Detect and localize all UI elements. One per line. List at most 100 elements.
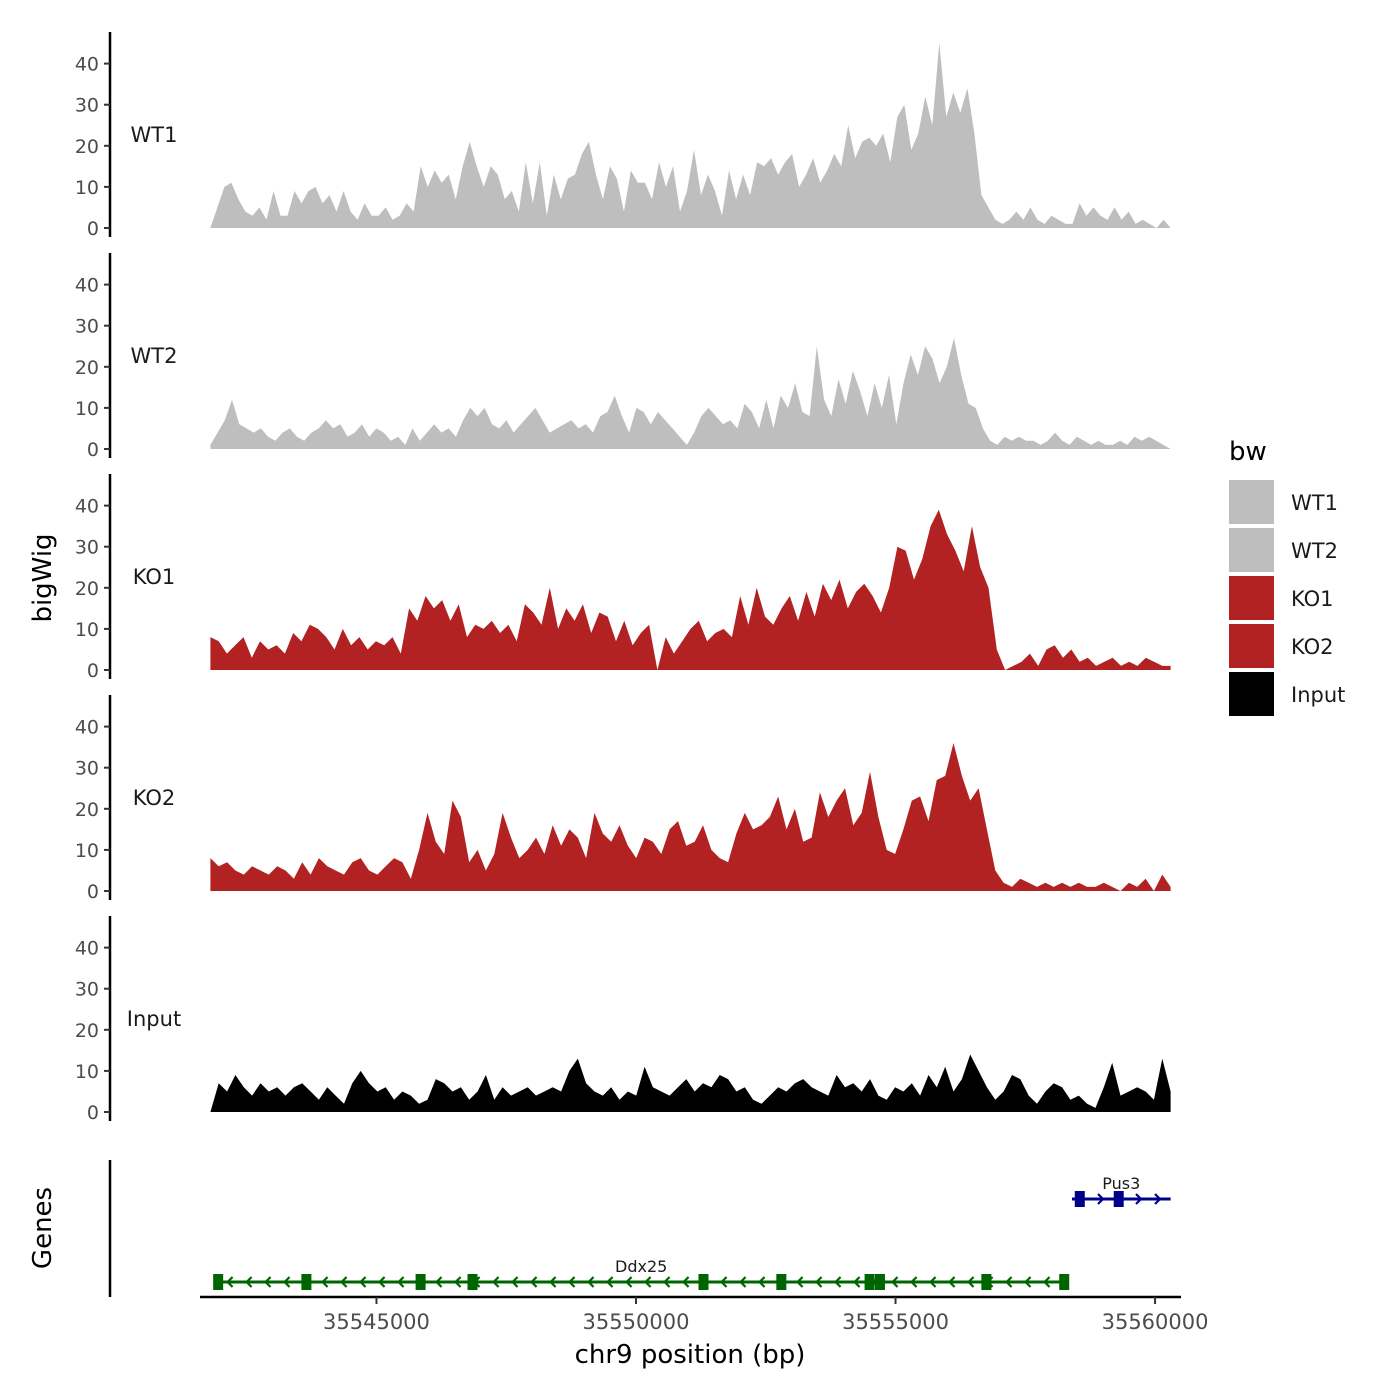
y-tick-label: 20 (75, 1020, 99, 1042)
strand-arrow-icon (929, 1276, 937, 1288)
y-tick-label: 30 (75, 979, 99, 1001)
x-tick-label: 35560000 (1102, 1310, 1209, 1334)
y-tick-label: 30 (75, 537, 99, 559)
strand-arrow-icon (625, 1276, 633, 1288)
strand-arrow-icon (283, 1276, 291, 1288)
y-tick-label: 10 (75, 398, 99, 420)
y-tick-label: 0 (87, 660, 99, 682)
y-tick-label: 30 (75, 316, 99, 338)
series-area-input (210, 1054, 1171, 1112)
strand-arrow-icon (435, 1276, 443, 1288)
exon-block (467, 1274, 478, 1290)
exon-block (301, 1274, 312, 1290)
strand-arrow-icon (720, 1276, 728, 1288)
legend-swatch (1229, 480, 1274, 524)
strand-arrow-icon (587, 1276, 595, 1288)
strand-arrow-icon (815, 1276, 823, 1288)
exon-block (698, 1274, 709, 1290)
series-area-ko2 (210, 743, 1171, 891)
x-tick-label: 35545000 (323, 1310, 430, 1334)
track-ko2: 0 10 20 30 40 KO2 (75, 695, 1171, 903)
exon-block (874, 1274, 885, 1290)
y-tick-label: 10 (75, 1061, 99, 1083)
legend-swatch (1229, 624, 1274, 668)
x-axis-title: chr9 position (bp) (575, 1340, 806, 1370)
gene-name-label: Pus3 (1102, 1174, 1140, 1193)
y-axis-title: bigWig (28, 533, 58, 622)
strand-arrow-icon (644, 1276, 652, 1288)
x-tick-label: 35555000 (842, 1310, 949, 1334)
y-tick-label: 0 (87, 218, 99, 240)
strand-arrow-icon (454, 1276, 462, 1288)
track-label: WT2 (131, 344, 178, 368)
strand-arrow-icon (910, 1276, 918, 1288)
strand-arrow-icon (226, 1276, 234, 1288)
exon-block (415, 1274, 426, 1290)
legend-label: Input (1291, 683, 1345, 707)
strand-arrow-icon (1005, 1276, 1013, 1288)
x-axis: 35545000 35550000 35555000 35560000 (200, 1295, 1209, 1334)
strand-arrow-icon (853, 1276, 861, 1288)
strand-arrow-icon (397, 1276, 405, 1288)
strand-arrow-icon (549, 1276, 557, 1288)
gene-ddx25: Ddx25 (213, 1257, 1070, 1290)
strand-arrow-icon (682, 1276, 690, 1288)
strand-arrow-icon (796, 1276, 804, 1288)
exon-block (1113, 1191, 1124, 1207)
genes-axis-title: Genes (28, 1187, 58, 1269)
track-label: KO2 (133, 786, 176, 810)
strand-arrow-icon (948, 1276, 956, 1288)
legend-title: bw (1229, 437, 1267, 467)
track-label: KO1 (133, 565, 176, 589)
legend-swatch (1229, 576, 1274, 620)
y-tick-label: 40 (75, 275, 99, 297)
legend-label: KO2 (1291, 635, 1334, 659)
strand-arrow-icon (264, 1276, 272, 1288)
strand-arrow-icon (834, 1276, 842, 1288)
y-tick-label: 20 (75, 799, 99, 821)
track-label: Input (127, 1007, 181, 1031)
legend: bw WT1 WT2 KO1 KO2 Input (1229, 437, 1345, 716)
track-ko1: 0 10 20 30 40 KO1 (75, 474, 1171, 682)
y-tick-label: 10 (75, 619, 99, 641)
series-area-wt2 (210, 338, 1171, 449)
exon-block (1059, 1274, 1070, 1290)
strand-arrow-icon (1024, 1276, 1032, 1288)
exon-block (776, 1274, 787, 1290)
track-input: 0 10 20 30 40 Input (75, 916, 1171, 1124)
gene-name-label: Ddx25 (615, 1257, 667, 1276)
strand-arrow-icon (530, 1276, 538, 1288)
y-tick-label: 10 (75, 177, 99, 199)
strand-arrow-icon (1135, 1193, 1143, 1205)
gene-pus3: Pus3 (1072, 1174, 1171, 1207)
y-tick-label: 0 (87, 1102, 99, 1124)
strand-arrow-icon (663, 1276, 671, 1288)
strand-arrow-icon (321, 1276, 329, 1288)
y-tick-label: 0 (87, 881, 99, 903)
exon-block (864, 1274, 875, 1290)
strand-arrow-icon (340, 1276, 348, 1288)
legend-label: KO1 (1291, 587, 1334, 611)
strand-arrow-icon (1154, 1193, 1162, 1205)
signal-tracks: 0 10 20 30 40 WT1 0 10 20 30 40 WT2 0 10 20 30 40 KO1 0 10 2… (75, 32, 1171, 1124)
y-tick-label: 20 (75, 578, 99, 600)
y-tick-label: 40 (75, 496, 99, 518)
legend-swatch (1229, 528, 1274, 572)
strand-arrow-icon (891, 1276, 899, 1288)
y-tick-label: 0 (87, 439, 99, 461)
strand-arrow-icon (378, 1276, 386, 1288)
legend-label: WT2 (1291, 539, 1338, 563)
strand-arrow-icon (1097, 1193, 1105, 1205)
y-tick-label: 40 (75, 717, 99, 739)
exon-block (981, 1274, 992, 1290)
y-tick-label: 40 (75, 938, 99, 960)
strand-arrow-icon (511, 1276, 519, 1288)
y-tick-label: 10 (75, 840, 99, 862)
track-wt1: 0 10 20 30 40 WT1 (75, 32, 1171, 240)
track-label: WT1 (131, 123, 178, 147)
strand-arrow-icon (492, 1276, 500, 1288)
track-wt2: 0 10 20 30 40 WT2 (75, 253, 1171, 461)
legend-label: WT1 (1291, 491, 1338, 515)
y-tick-label: 20 (75, 357, 99, 379)
y-tick-label: 20 (75, 136, 99, 158)
